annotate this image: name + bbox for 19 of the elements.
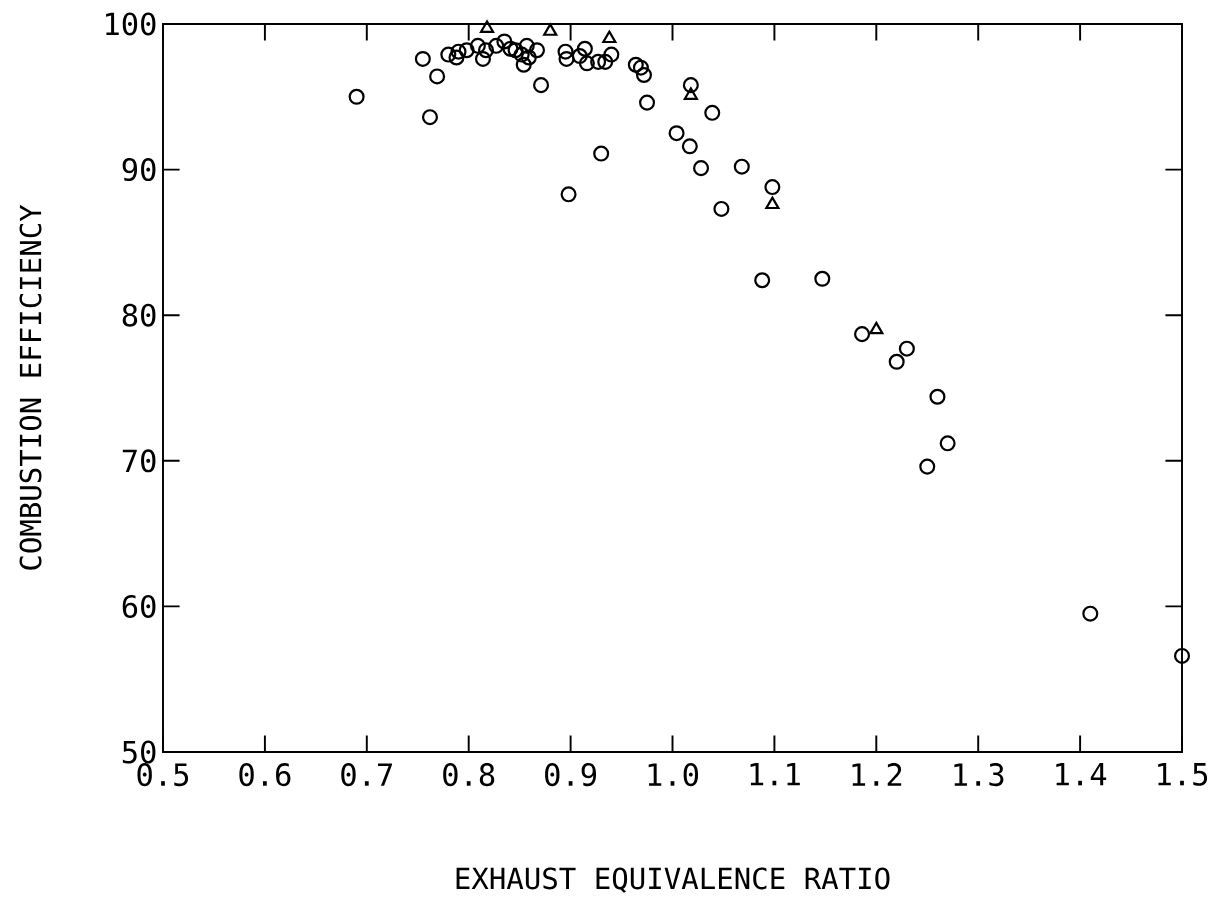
x-tick-label: 1.4 <box>1056 763 1107 786</box>
x-tick-label: 0.6 <box>239 763 291 787</box>
y-tick-label: 100 <box>106 12 156 36</box>
y-tick-label: 90 <box>122 158 156 182</box>
x-axis-title: EXHAUST EQUIVALENCE RATIO <box>456 867 890 893</box>
x-tick-label: 0.8 <box>443 763 495 787</box>
y-axis-title: COMBUSTION EFFICIENCY <box>19 204 42 570</box>
x-tick-label: 1.0 <box>648 763 699 787</box>
x-tick-label: 0.9 <box>545 763 597 787</box>
x-tick-label: 1.2 <box>852 763 902 786</box>
x-tick-label: 0.7 <box>341 763 392 787</box>
y-tick-label: 50 <box>122 740 156 764</box>
x-tick-label: 1.3 <box>954 763 1004 787</box>
y-tick-label: 70 <box>122 449 156 473</box>
y-tick-label: 80 <box>122 303 156 327</box>
y-tick-label: 60 <box>122 594 156 618</box>
x-tick-label: 1.5 <box>1158 763 1208 786</box>
x-tick-label: 0.5 <box>137 763 189 787</box>
x-tick-label: 1.1 <box>750 763 800 786</box>
